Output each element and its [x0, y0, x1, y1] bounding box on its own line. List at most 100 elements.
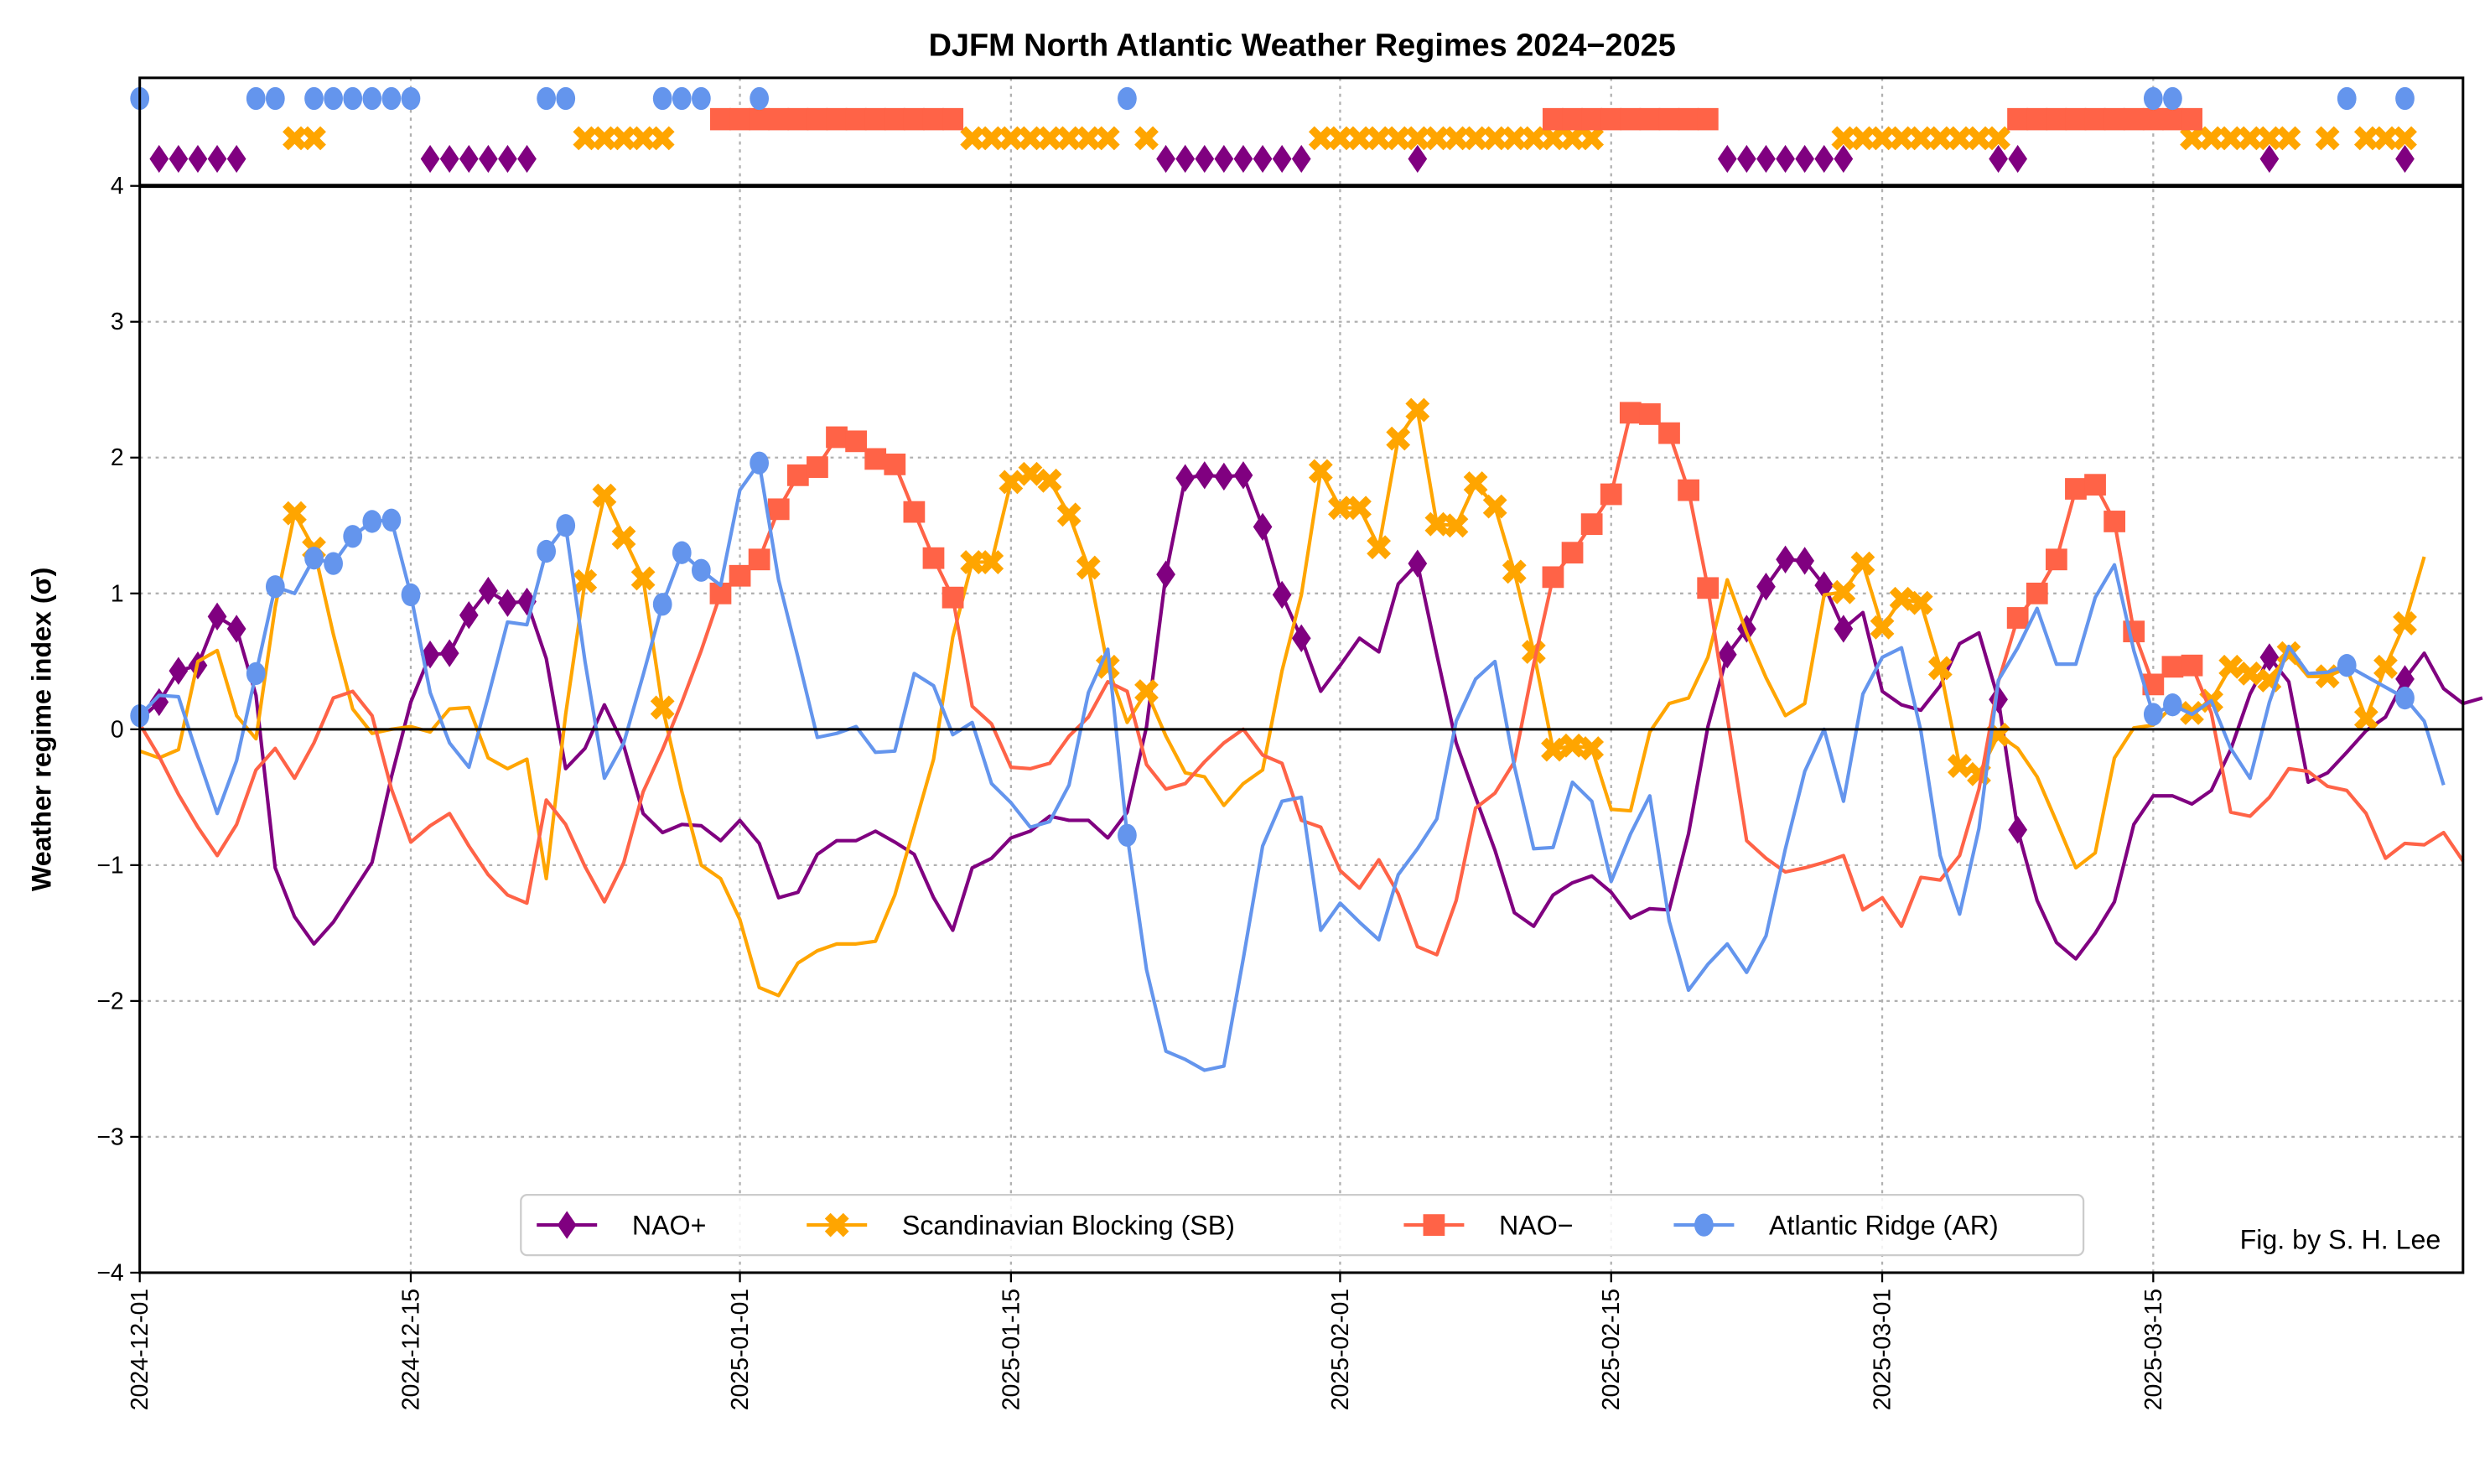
regime-strip-marker	[1850, 126, 1875, 151]
regime-strip-marker	[1678, 107, 1699, 131]
regime-strip-marker	[283, 126, 307, 151]
data-point-marker	[1463, 471, 1488, 496]
data-point-marker	[767, 498, 790, 521]
data-point-marker	[729, 564, 751, 587]
data-point-marker	[478, 576, 498, 605]
x-tick-label: 2025-01-15	[998, 1289, 1025, 1410]
regime-strip-marker	[2218, 126, 2244, 151]
regime-strip-marker	[1076, 126, 1101, 151]
data-point-marker	[2065, 478, 2087, 500]
regime-strip-marker	[362, 86, 382, 111]
regime-strip-marker	[2393, 126, 2417, 151]
data-point-marker	[1367, 535, 1392, 560]
regime-strip-marker	[1814, 144, 1834, 174]
regime-strip-marker	[807, 107, 828, 131]
data-point-marker	[1776, 545, 1795, 573]
regime-strip-marker	[1870, 126, 1895, 151]
data-point-marker	[592, 483, 617, 508]
data-point-marker	[611, 525, 636, 550]
data-point-marker	[1560, 733, 1585, 758]
data-point-marker	[652, 593, 672, 616]
regime-strip-marker	[324, 86, 343, 111]
regime-strip-marker	[1795, 144, 1815, 174]
data-point-marker	[2084, 474, 2106, 496]
regime-strip-marker	[1581, 107, 1603, 131]
regime-strip-marker	[709, 107, 731, 131]
regime-strip-marker	[960, 126, 985, 151]
regime-strip-marker	[1737, 144, 1756, 174]
regime-strip-marker	[149, 144, 169, 174]
legend-item: Scandinavian Blocking (SB)	[807, 1210, 1235, 1240]
data-point-marker	[2143, 703, 2163, 726]
data-point-marker	[884, 453, 906, 475]
data-point-marker	[1328, 496, 1352, 521]
data-point-marker	[324, 552, 343, 575]
regime-strip-marker	[2181, 107, 2202, 131]
y-axis: −4 −3 −2 −1 0 1 2 3 4	[96, 173, 140, 1286]
y-tick-label: −2	[96, 988, 123, 1014]
regime-strip-marker	[537, 86, 556, 111]
regime-strip-marker	[1272, 144, 1292, 174]
data-point-marker	[786, 464, 809, 486]
data-point-marker	[1018, 461, 1043, 486]
legend-label: Atlantic Ridge (AR)	[1769, 1210, 1999, 1240]
regime-strip-marker	[401, 86, 421, 111]
regime-strip-marker	[2143, 86, 2163, 111]
regime-strip-marker	[2199, 126, 2223, 151]
legend-label: Scandinavian Blocking (SB)	[902, 1210, 1235, 1240]
y-tick-label: 0	[111, 716, 124, 743]
data-point-marker	[2006, 607, 2029, 629]
regime-strip-marker	[749, 107, 770, 131]
data-point-marker	[2045, 548, 2067, 571]
data-point-marker	[2026, 582, 2048, 604]
regime-strip-marker	[2395, 144, 2415, 174]
data-point-marker	[1561, 542, 1584, 564]
data-point-marker	[630, 566, 656, 591]
regime-strip-marker	[1560, 126, 1585, 151]
y-tick-label: 2	[111, 444, 124, 471]
data-point-marker	[2393, 611, 2417, 636]
data-point-marker	[1291, 624, 1311, 652]
data-point-marker	[1717, 641, 1737, 669]
regime-strip-marker	[226, 144, 246, 174]
regime-strip-marker	[1482, 126, 1507, 151]
regime-strip-marker	[630, 126, 656, 151]
regime-strip-marker	[768, 107, 790, 131]
chart-title: DJFM North Atlantic Weather Regimes 2024…	[929, 28, 1676, 63]
regime-strip-marker	[169, 144, 189, 174]
legend-label: NAO−	[1499, 1210, 1574, 1240]
data-point-marker	[864, 448, 887, 470]
data-point-marker	[750, 451, 770, 475]
regime-strip-marker	[845, 107, 867, 131]
data-point-marker	[692, 558, 711, 582]
regime-strip-marker	[750, 86, 770, 111]
data-point-marker	[1347, 496, 1372, 521]
x-tick-label: 2024-12-01	[127, 1289, 153, 1410]
regime-strip-marker	[2123, 107, 2145, 131]
regime-strip-marker	[188, 144, 208, 174]
legend-marker	[824, 1212, 849, 1238]
data-point-marker	[1850, 551, 1875, 576]
regime-strip-marker	[979, 126, 1004, 151]
data-point-marker	[1619, 402, 1642, 424]
series-2	[137, 402, 2465, 957]
data-point-marker	[1639, 403, 1661, 425]
regime-strip-marker	[2161, 107, 2183, 131]
figure-credit: Fig. by S. H. Lee	[2240, 1225, 2441, 1255]
regime-strip-marker	[1658, 107, 1680, 131]
regime-strip-marker	[1444, 126, 1469, 151]
regime-strip-marker	[2395, 86, 2415, 111]
regime-strip-marker	[1600, 107, 1622, 131]
regime-strip-marker	[265, 86, 285, 111]
data-point-marker	[1580, 513, 1603, 536]
data-point-marker	[748, 548, 770, 571]
regime-strip-marker	[1408, 144, 1428, 174]
data-point-marker	[1405, 397, 1430, 423]
regime-strip-marker	[1947, 126, 1972, 151]
regime-strip-marker	[2257, 126, 2282, 151]
regime-strip-marker	[1367, 126, 1392, 151]
regime-strip-marker	[1967, 126, 1991, 151]
data-point-marker	[1600, 483, 1622, 506]
data-point-marker	[1134, 679, 1159, 703]
regime-strip-marker	[1463, 126, 1488, 151]
